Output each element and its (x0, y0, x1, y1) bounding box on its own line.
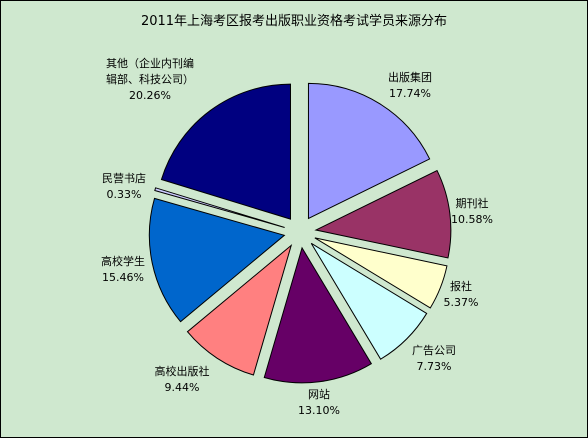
slice-label-1: 期刊社 10.58% (451, 196, 493, 226)
slice-value-label: 5.37% (444, 296, 479, 309)
slice-value-label: 10.58% (451, 213, 493, 226)
slice-value-label: 20.26% (129, 89, 171, 102)
slice-category-label: 高校学生 (101, 254, 145, 268)
slice-category-label: 出版集团 (388, 70, 432, 84)
slice-category-label: 期刊社 (456, 196, 489, 210)
pie-slice-5 (186, 243, 293, 376)
slice-category-label: 网站 (308, 387, 330, 401)
chart-title: 2011年上海考区报考出版职业资格考试学员来源分布 (141, 13, 447, 29)
pie-slice-4 (263, 246, 373, 384)
slice-label-3: 广告公司 7.73% (412, 344, 456, 373)
slice-category-label: 民营书店 (102, 171, 146, 185)
slice-label-0: 出版集团 17.74% (388, 70, 432, 100)
slice-label-5: 高校出版社 9.44% (155, 364, 210, 394)
pie-slice-0 (307, 82, 431, 220)
slice-label-6: 高校学生 15.46% (101, 254, 145, 284)
slice-value-label: 9.44% (165, 381, 200, 394)
slice-category-label: 高校出版社 (155, 364, 210, 378)
pie-slice-8 (160, 83, 291, 220)
pie-slice-3 (310, 242, 428, 360)
slice-category-label: 报社 (450, 279, 472, 293)
slice-value-label: 15.46% (102, 271, 144, 284)
pie-slice-1 (314, 169, 452, 259)
pie-slices (148, 82, 452, 384)
slice-category-label: 辑部、科技公司） (106, 72, 194, 86)
slice-label-7: 民营书店 0.33% (102, 171, 146, 201)
pie-slice-6 (148, 197, 286, 323)
slice-value-label: 13.10% (298, 404, 340, 417)
pie-slice-7 (154, 187, 285, 228)
slice-label-2: 报社 5.37% (444, 279, 479, 309)
slice-label-8: 其他（企业内刊编辑部、科技公司） 20.26% (106, 56, 194, 102)
pie-slice-2 (314, 237, 448, 309)
slice-category-label: 广告公司 (412, 344, 456, 357)
slice-value-label: 0.33% (107, 188, 142, 201)
pie-labels: 出版集团 17.74% 期刊社 10.58% 报社 5.37% 广告公司 7.73% 网站 13.… (101, 56, 493, 417)
slice-label-4: 网站 13.10% (298, 387, 340, 417)
slice-category-label: 其他（企业内刊编 (106, 56, 194, 70)
slice-value-label: 17.74% (389, 87, 431, 100)
slice-value-label: 7.73% (417, 360, 452, 373)
